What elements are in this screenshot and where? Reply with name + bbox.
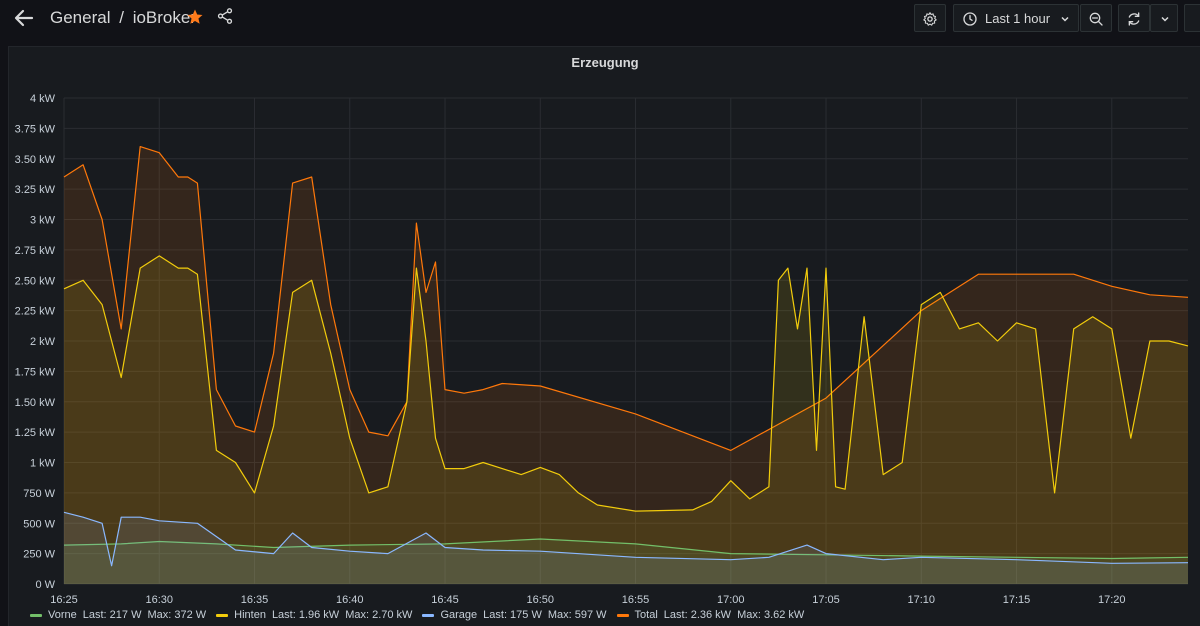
refresh-icon bbox=[1128, 12, 1140, 26]
legend-max-value: Max: 3.62 kW bbox=[737, 609, 805, 621]
back-button[interactable] bbox=[12, 6, 36, 30]
favorite-button[interactable] bbox=[186, 8, 204, 26]
x-tick-label: 16:35 bbox=[241, 594, 269, 606]
x-tick-label: 16:25 bbox=[50, 594, 78, 606]
legend-series-name: Total bbox=[634, 609, 658, 621]
y-tick-label: 500 W bbox=[23, 518, 55, 530]
refresh-interval-menu[interactable] bbox=[1150, 4, 1178, 32]
legend-max-value: Max: 597 W bbox=[547, 609, 607, 621]
y-tick-label: 750 W bbox=[23, 488, 55, 500]
legend-last-value: Last: 175 W bbox=[483, 609, 542, 621]
series-line-total bbox=[63, 146, 1189, 451]
y-tick-label: 1.25 kW bbox=[15, 427, 56, 439]
y-tick-label: 250 W bbox=[23, 549, 55, 561]
series-area-garage bbox=[64, 512, 1188, 584]
series-area-hinten bbox=[64, 255, 1188, 584]
legend-max-value: Max: 372 W bbox=[147, 609, 207, 621]
series-line-garage bbox=[63, 511, 1189, 567]
chevron-down-icon bbox=[1161, 16, 1169, 22]
legend-swatch bbox=[30, 613, 42, 617]
share-icon bbox=[217, 8, 233, 24]
arrow-left-icon bbox=[14, 9, 34, 27]
x-tick-label: 17:10 bbox=[908, 594, 936, 606]
breadcrumb-folder[interactable]: General bbox=[50, 8, 111, 27]
legend-item-hinten[interactable]: Hinten Last: 1.96 kW Max: 2.70 kW bbox=[216, 608, 412, 622]
y-tick-label: 3.50 kW bbox=[15, 154, 56, 166]
y-tick-label: 2 kW bbox=[30, 336, 56, 348]
chevron-down-icon bbox=[1061, 16, 1069, 22]
y-tick-label: 2.25 kW bbox=[15, 306, 56, 318]
x-tick-label: 16:55 bbox=[622, 594, 650, 606]
panel-title[interactable]: Erzeugung bbox=[571, 55, 639, 70]
y-tick-label: 3.75 kW bbox=[15, 123, 56, 135]
y-tick-label: 3 kW bbox=[30, 215, 56, 227]
x-tick-label: 17:20 bbox=[1098, 594, 1126, 606]
legend-max-value: Max: 2.70 kW bbox=[345, 609, 413, 621]
legend-item-total[interactable]: Total Last: 2.36 kW Max: 3.62 kW bbox=[616, 608, 805, 622]
legend-last-value: Last: 2.36 kW bbox=[663, 609, 732, 621]
share-button[interactable] bbox=[216, 7, 234, 25]
cycle-view-button[interactable] bbox=[1184, 4, 1200, 32]
gear-icon bbox=[923, 12, 937, 26]
legend-last-value: Last: 217 W bbox=[82, 609, 142, 621]
x-tick-label: 16:40 bbox=[336, 594, 364, 606]
x-tick-label: 16:50 bbox=[527, 594, 555, 606]
legend-item-garage[interactable]: Garage Last: 175 W Max: 597 W bbox=[422, 608, 607, 622]
star-icon bbox=[187, 9, 203, 24]
x-tick-label: 16:45 bbox=[431, 594, 459, 606]
top-navbar: General / ioBroker Last 1 hour bbox=[0, 0, 1200, 38]
zoom-out-button[interactable] bbox=[1080, 4, 1112, 32]
y-tick-label: 0 W bbox=[35, 579, 55, 591]
dashboard-settings-button[interactable] bbox=[914, 4, 946, 32]
series-area-total bbox=[64, 146, 1188, 584]
x-tick-label: 16:30 bbox=[145, 594, 173, 606]
legend-swatch bbox=[216, 613, 229, 617]
x-tick-label: 17:05 bbox=[812, 594, 840, 606]
legend-last-value: Last: 1.96 kW bbox=[271, 609, 340, 621]
y-tick-label: 1 kW bbox=[30, 458, 56, 470]
refresh-button[interactable] bbox=[1118, 4, 1150, 32]
clock-icon bbox=[963, 12, 977, 26]
time-range-picker[interactable]: Last 1 hour bbox=[953, 4, 1079, 32]
legend-series-name: Garage bbox=[440, 609, 478, 621]
y-tick-label: 2.75 kW bbox=[15, 245, 56, 257]
time-range-label: Last 1 hour bbox=[985, 11, 1051, 26]
y-tick-label: 4 kW bbox=[30, 93, 56, 105]
x-tick-label: 17:15 bbox=[1003, 594, 1031, 606]
breadcrumb: General / ioBroker bbox=[50, 8, 196, 28]
y-tick-label: 2.50 kW bbox=[15, 275, 56, 287]
zoom-out-icon bbox=[1089, 12, 1103, 26]
legend-item-vorne[interactable]: Vorne Last: 217 W Max: 372 W bbox=[30, 608, 206, 622]
breadcrumb-separator: / bbox=[119, 8, 124, 27]
y-tick-label: 3.25 kW bbox=[15, 184, 56, 196]
chart-legend: Vorne Last: 217 W Max: 372 W Hinten Last: 1.… bbox=[30, 608, 804, 622]
series-line-hinten bbox=[63, 255, 1189, 512]
legend-swatch bbox=[422, 613, 435, 617]
legend-swatch bbox=[616, 613, 629, 617]
y-tick-label: 1.50 kW bbox=[15, 397, 56, 409]
legend-series-name: Hinten bbox=[234, 609, 266, 621]
legend-series-name: Vorne bbox=[48, 609, 77, 621]
series-line-vorne bbox=[63, 538, 1189, 560]
x-tick-label: 17:00 bbox=[717, 594, 745, 606]
y-tick-label: 1.75 kW bbox=[15, 366, 56, 378]
dashboard-title[interactable]: ioBroker bbox=[132, 8, 196, 27]
